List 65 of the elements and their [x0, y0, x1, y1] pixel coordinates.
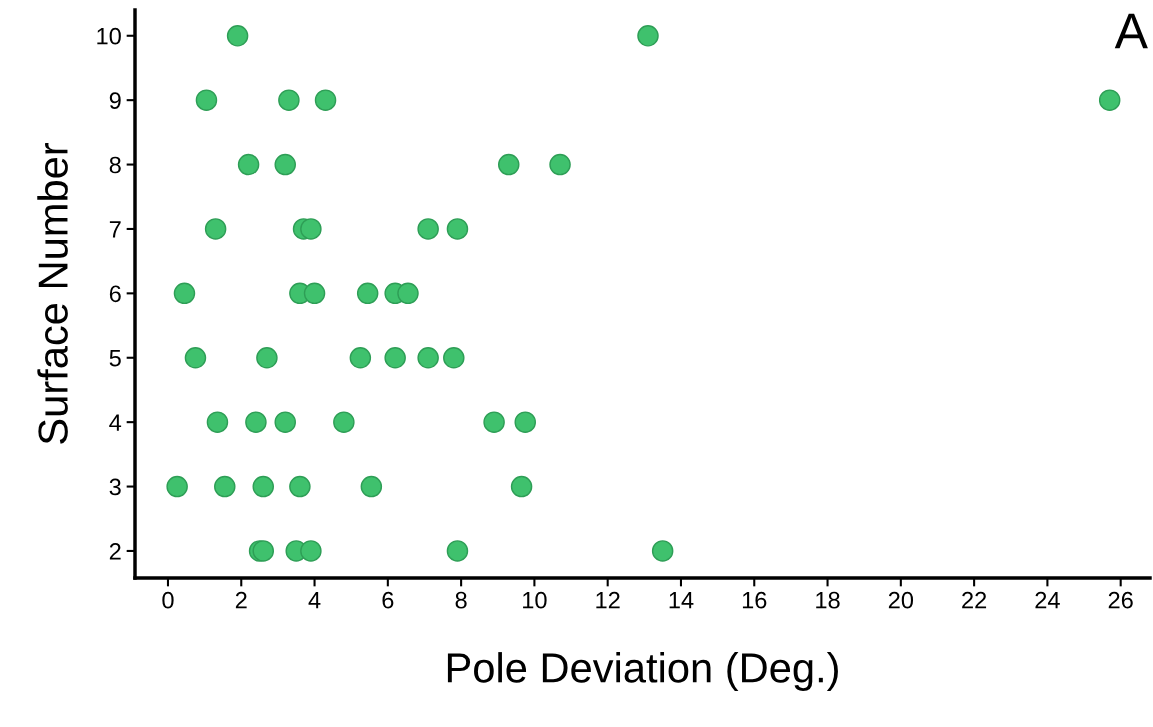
- point: [549, 153, 571, 176]
- y-tick-label: 10: [97, 27, 121, 45]
- x-tick-label: 4: [308, 592, 321, 609]
- point: [226, 25, 249, 47]
- point: [360, 475, 383, 498]
- point: [446, 540, 469, 562]
- point: [497, 153, 520, 176]
- point: [356, 282, 379, 305]
- point: [245, 411, 267, 433]
- point: [300, 218, 322, 240]
- point: [278, 89, 300, 111]
- y-tick-label: 7: [109, 221, 121, 238]
- point: [483, 411, 505, 433]
- point: [1098, 89, 1121, 111]
- x-axis-title: Pole Deviation (Deg.): [447, 652, 838, 691]
- point: [184, 346, 207, 369]
- point: [206, 411, 229, 433]
- x-tick-label: 16: [742, 591, 767, 609]
- point: [637, 25, 659, 47]
- x-tick-label: 14: [669, 592, 694, 609]
- y-tick-label: 4: [109, 414, 122, 431]
- point: [300, 540, 322, 562]
- y-tick-label: 3: [109, 478, 121, 496]
- x-tick-label: 2: [235, 591, 247, 609]
- point: [651, 540, 674, 562]
- point: [214, 475, 236, 498]
- point: [303, 282, 326, 305]
- y-tick-label: 5: [109, 350, 121, 367]
- x-tick-label: 20: [888, 591, 914, 609]
- x-tick-label: 10: [523, 591, 547, 609]
- point: [397, 282, 419, 305]
- point: [510, 475, 533, 498]
- annotation: A: [1114, 13, 1148, 49]
- y-tick-label: 2: [109, 543, 121, 560]
- point: [204, 218, 227, 240]
- point: [237, 153, 260, 176]
- point: [274, 153, 296, 176]
- point: [417, 346, 439, 369]
- point: [173, 282, 196, 305]
- y-tick-label: 8: [109, 156, 121, 174]
- point: [195, 89, 218, 111]
- x-tick-label: 22: [962, 591, 987, 609]
- x-tick-label: 26: [1108, 591, 1133, 609]
- point: [252, 475, 275, 498]
- x-tick-label: 12: [596, 591, 620, 609]
- point: [443, 346, 465, 369]
- x-tick-label: 24: [1035, 591, 1060, 609]
- x-tick-label: 0: [162, 591, 174, 609]
- y-axis-title: Surface Number: [37, 143, 68, 444]
- point: [314, 89, 337, 111]
- point: [417, 218, 439, 240]
- point: [289, 475, 311, 498]
- point: [446, 218, 469, 240]
- y-tick-label: 9: [109, 92, 121, 109]
- x-tick-label: 6: [382, 591, 394, 609]
- point: [514, 411, 537, 433]
- point: [256, 346, 278, 369]
- point: [166, 475, 188, 498]
- point: [384, 346, 406, 369]
- x-tick-label: 8: [455, 591, 467, 609]
- point: [274, 411, 296, 433]
- point: [333, 411, 355, 433]
- point: [349, 346, 372, 369]
- y-tick-label: 6: [109, 285, 121, 303]
- x-tick-label: 18: [816, 591, 840, 609]
